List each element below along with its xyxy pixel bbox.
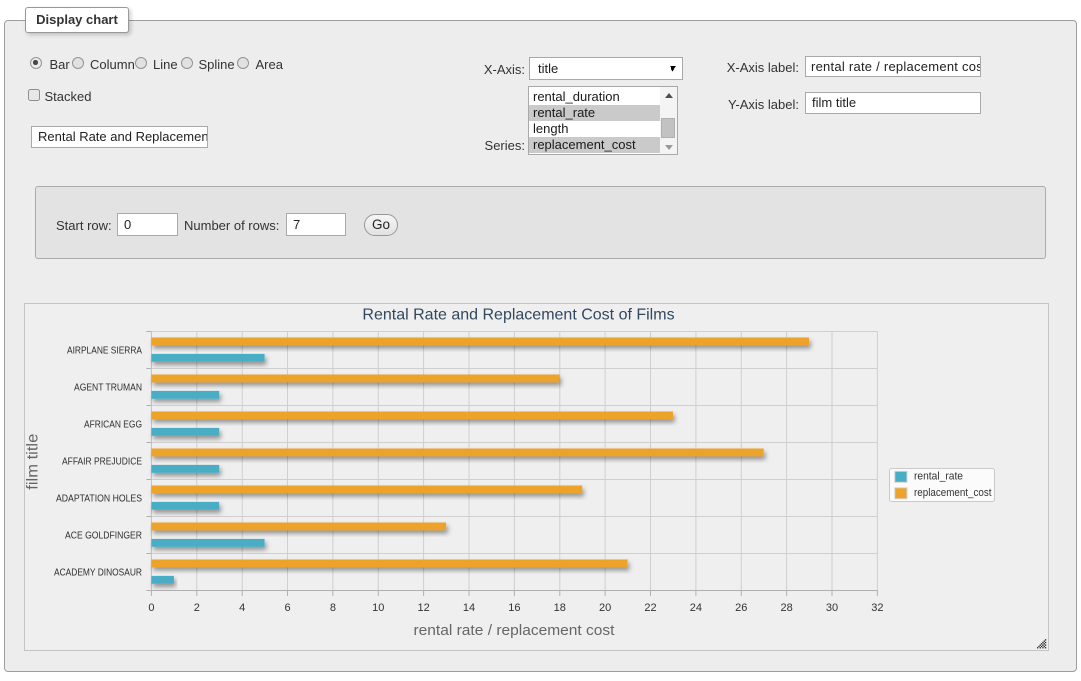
svg-text:20: 20: [599, 602, 611, 614]
svg-text:AGENT TRUMAN: AGENT TRUMAN: [74, 383, 142, 394]
svg-text:18: 18: [554, 602, 566, 614]
svg-text:ACADEMY DINOSAUR: ACADEMY DINOSAUR: [54, 568, 142, 579]
svg-text:ADAPTATION HOLES: ADAPTATION HOLES: [56, 494, 142, 505]
svg-text:2: 2: [194, 602, 200, 614]
svg-text:32: 32: [871, 602, 883, 614]
svg-text:8: 8: [330, 602, 336, 614]
svg-text:replacement_cost: replacement_cost: [914, 487, 992, 499]
svg-text:rental_rate: rental_rate: [914, 471, 963, 483]
svg-text:24: 24: [690, 602, 702, 614]
svg-text:rental rate / replacement cost: rental rate / replacement cost: [414, 622, 616, 639]
svg-text:AIRPLANE SIERRA: AIRPLANE SIERRA: [67, 346, 142, 357]
svg-text:12: 12: [417, 602, 429, 614]
svg-text:30: 30: [826, 602, 838, 614]
svg-text:28: 28: [780, 602, 792, 614]
svg-text:0: 0: [148, 602, 154, 614]
svg-text:ACE GOLDFINGER: ACE GOLDFINGER: [65, 531, 142, 542]
svg-text:14: 14: [463, 602, 475, 614]
svg-text:6: 6: [284, 602, 290, 614]
svg-text:4: 4: [239, 602, 245, 614]
svg-text:film title: film title: [25, 434, 42, 490]
svg-text:16: 16: [508, 602, 520, 614]
svg-text:AFRICAN EGG: AFRICAN EGG: [84, 420, 142, 431]
svg-text:26: 26: [735, 602, 747, 614]
svg-text:22: 22: [644, 602, 656, 614]
svg-text:Rental Rate and Replacement Co: Rental Rate and Replacement Cost of Film…: [362, 307, 674, 324]
svg-text:AFFAIR PREJUDICE: AFFAIR PREJUDICE: [62, 457, 142, 468]
svg-text:10: 10: [372, 602, 384, 614]
